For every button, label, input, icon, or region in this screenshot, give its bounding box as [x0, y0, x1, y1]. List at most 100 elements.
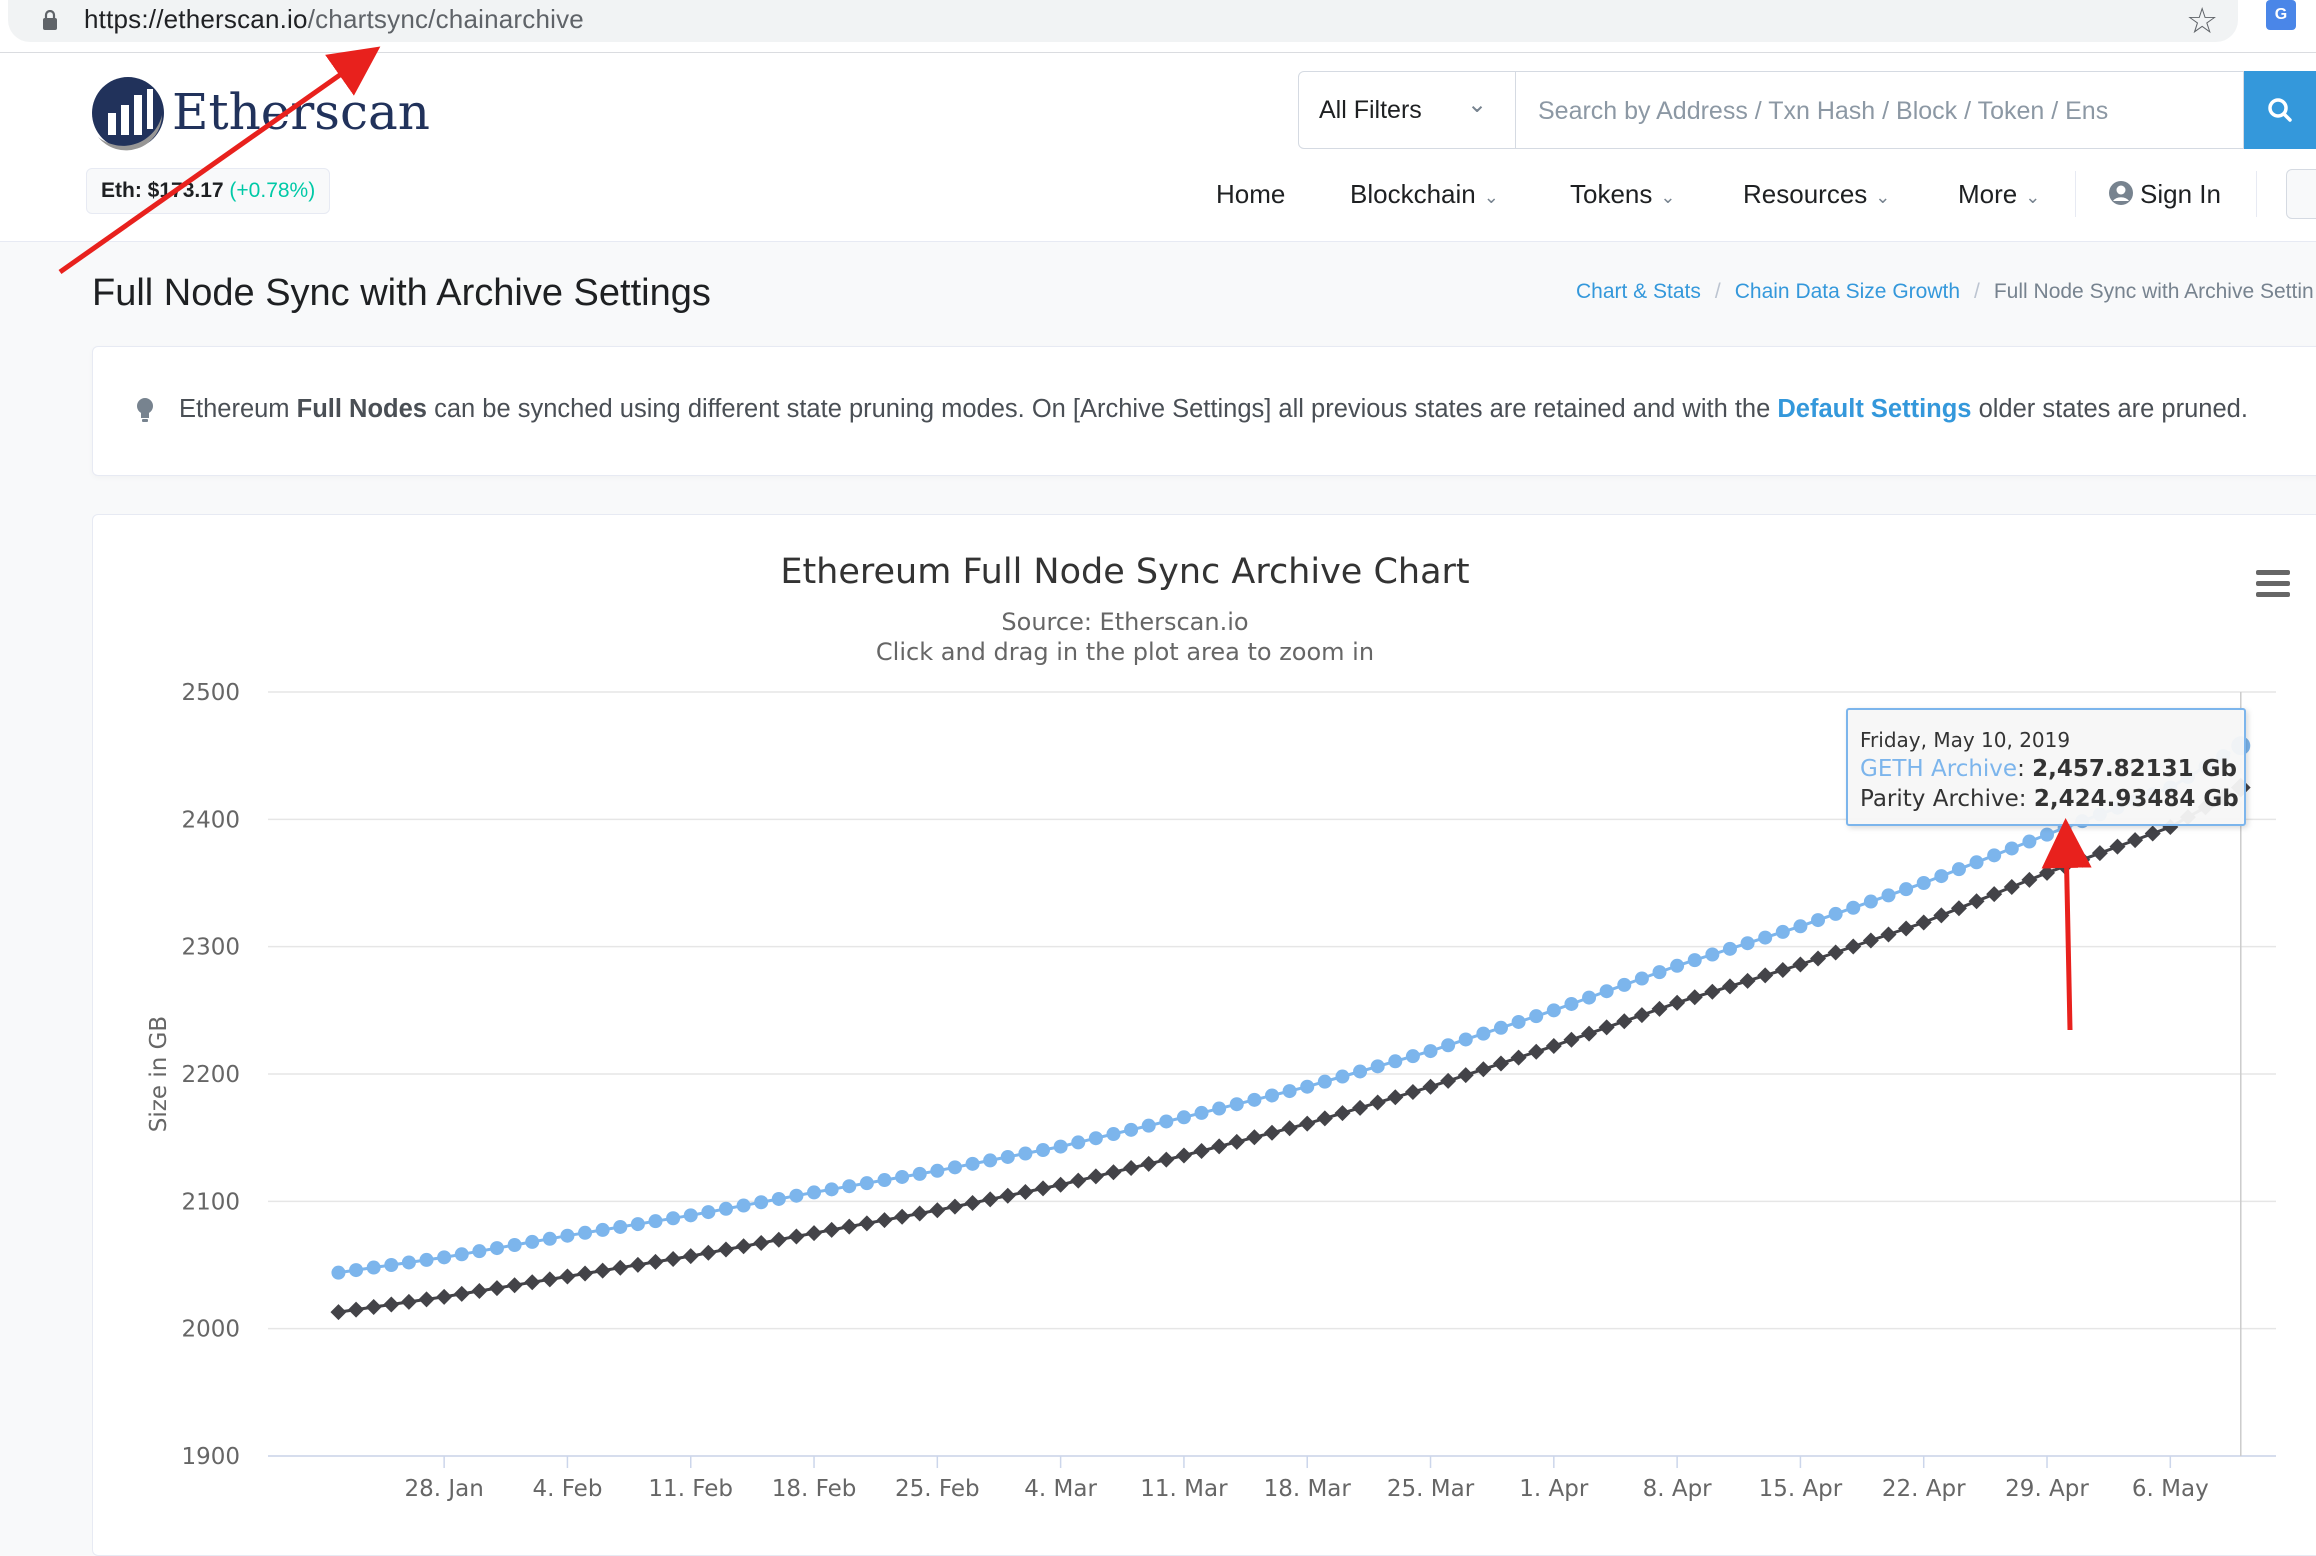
geth-data-point — [472, 1244, 487, 1259]
parity-data-point — [1299, 1115, 1316, 1132]
parity-data-point — [418, 1291, 435, 1308]
url-box[interactable]: https://etherscan.io/chartsync/chainarch… — [8, 0, 2238, 42]
tooltip-geth-row: GETH Archive: 2,457.82131 Gb — [1860, 756, 2237, 782]
geth-data-point — [1141, 1118, 1156, 1133]
parity-data-point — [1528, 1043, 1545, 1060]
chart-card — [92, 514, 2316, 1556]
geth-data-point — [525, 1234, 540, 1249]
parity-data-point — [506, 1277, 523, 1294]
parity-data-point — [1581, 1025, 1598, 1042]
lightbulb-icon — [137, 398, 153, 422]
parity-data-point — [841, 1218, 858, 1235]
nav-blockchain[interactable]: Blockchain ⌄ — [1350, 179, 1499, 209]
bookmark-star-icon[interactable]: ☆ — [2186, 0, 2219, 41]
nav-more[interactable]: More ⌄ — [1958, 179, 2041, 209]
parity-data-point — [2021, 871, 2038, 888]
geth-data-point — [1511, 1014, 1526, 1029]
geth-data-point — [1493, 1020, 1508, 1035]
search-button[interactable] — [2244, 71, 2316, 149]
search-input[interactable] — [1536, 86, 2220, 136]
geth-data-point — [1423, 1044, 1438, 1059]
parity-data-point — [1316, 1110, 1333, 1127]
ethereum-network-icon[interactable] — [2286, 169, 2316, 219]
geth-data-point — [1987, 848, 2002, 863]
parity-data-point — [2039, 864, 2056, 881]
nav-resources[interactable]: Resources ⌄ — [1743, 179, 1891, 209]
parity-data-point — [2127, 832, 2144, 849]
geth-data-point — [701, 1205, 716, 1220]
nav-sign-in[interactable]: Sign In — [2108, 179, 2221, 219]
chart-menu-icon[interactable] — [2256, 570, 2290, 598]
parity-data-point — [2109, 838, 2126, 855]
geth-data-point — [947, 1160, 962, 1175]
parity-data-point — [823, 1221, 840, 1238]
geth-data-point — [1265, 1088, 1279, 1103]
parity-data-point — [1087, 1168, 1104, 1185]
geth-data-point — [437, 1250, 452, 1265]
parity-data-point — [436, 1288, 453, 1305]
breadcrumb-chart-stats[interactable]: Chart & Stats — [1576, 280, 1701, 303]
google-translate-icon[interactable]: G — [2266, 0, 2296, 30]
geth-data-point — [1687, 953, 1702, 968]
parity-data-point — [1810, 950, 1827, 967]
nav-home[interactable]: Home — [1216, 179, 1286, 209]
geth-data-point — [1018, 1146, 1033, 1161]
geth-data-point — [1441, 1038, 1456, 1053]
tooltip-date: Friday, May 10, 2019 — [1860, 728, 2071, 752]
parity-data-point — [858, 1215, 875, 1232]
geth-data-point — [877, 1173, 892, 1188]
parity-data-point — [1352, 1099, 1369, 1116]
search-filter-select[interactable]: All Filters ⌄ — [1298, 71, 1516, 149]
x-tick-label: 25. Mar — [1387, 1476, 1475, 1502]
parity-data-point — [1440, 1072, 1457, 1089]
geth-data-point — [1476, 1026, 1491, 1041]
url-text[interactable]: https://etherscan.io/chartsync/chainarch… — [84, 4, 584, 34]
geth-data-point — [1405, 1049, 1420, 1064]
geth-data-point — [1546, 1003, 1561, 1018]
default-settings-link[interactable]: Default Settings — [1777, 395, 1972, 423]
parity-data-point — [1246, 1129, 1263, 1146]
y-tick-label: 2200 — [181, 1062, 240, 1088]
breadcrumb-separator: / — [1974, 280, 1980, 303]
geth-data-point — [1758, 930, 1773, 945]
browser-address-bar: https://etherscan.io/chartsync/chainarch… — [0, 0, 2316, 53]
x-tick-label: 18. Feb — [772, 1476, 857, 1502]
parity-data-point — [700, 1244, 717, 1261]
geth-data-point — [1670, 958, 1685, 973]
parity-data-point — [1422, 1078, 1439, 1095]
geth-data-point — [2004, 841, 2019, 856]
parity-data-point — [559, 1268, 576, 1285]
geth-data-point — [630, 1217, 645, 1232]
tooltip-parity-row: Parity Archive: 2,424.93484 Gb — [1860, 786, 2239, 812]
geth-data-point — [683, 1208, 698, 1223]
parity-data-point — [1792, 956, 1809, 973]
geth-data-point — [1881, 888, 1896, 903]
geth-data-point — [578, 1225, 593, 1240]
geth-data-point — [595, 1222, 610, 1237]
geth-data-point — [1370, 1059, 1385, 1074]
breadcrumb-chain-data-size[interactable]: Chain Data Size Growth — [1734, 280, 1961, 303]
parity-data-point — [1369, 1094, 1386, 1111]
nav-tokens[interactable]: Tokens ⌄ — [1570, 179, 1676, 209]
chart-subtitle-zoom-hint: Click and drag in the plot area to zoom … — [875, 638, 1375, 666]
geth-data-point — [331, 1265, 346, 1280]
geth-data-point — [507, 1237, 522, 1252]
parity-data-point — [1334, 1105, 1351, 1122]
parity-data-point — [612, 1259, 629, 1276]
parity-data-point — [1123, 1160, 1140, 1177]
parity-data-point — [1404, 1084, 1421, 1101]
geth-data-point — [983, 1153, 998, 1168]
breadcrumb-separator: / — [1714, 280, 1721, 303]
parity-data-point — [717, 1241, 734, 1258]
parity-data-point — [1105, 1164, 1122, 1181]
x-tick-label: 8. Apr — [1643, 1476, 1713, 1502]
x-tick-label: 4. Mar — [1024, 1476, 1097, 1502]
geth-data-point — [930, 1163, 945, 1178]
geth-data-point — [1282, 1084, 1297, 1099]
geth-data-point — [1088, 1131, 1103, 1146]
y-tick-label: 2100 — [181, 1189, 240, 1215]
geth-data-point — [1194, 1105, 1209, 1120]
geth-data-point — [1212, 1101, 1227, 1116]
parity-data-point — [1140, 1155, 1157, 1172]
geth-data-point — [1388, 1054, 1403, 1069]
